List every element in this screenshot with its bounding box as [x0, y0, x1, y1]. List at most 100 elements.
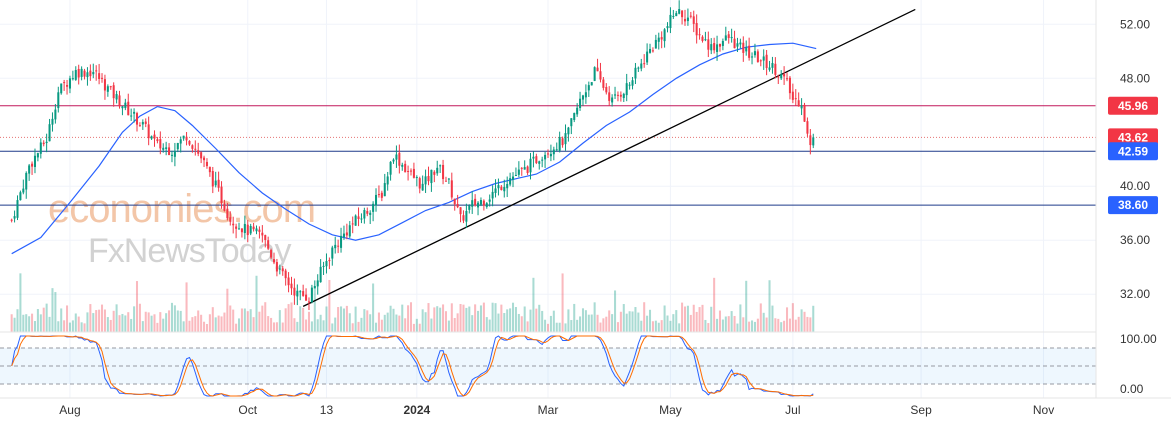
volume-bar: [698, 307, 701, 332]
volume-bar: [523, 306, 526, 332]
candle-body: [33, 155, 36, 168]
candle-body: [39, 142, 42, 154]
y-tick-label: 32.00: [1120, 287, 1150, 301]
volume-bar: [587, 314, 590, 332]
candle-body: [28, 165, 31, 174]
volume-bar: [634, 307, 637, 332]
volume-bar: [203, 321, 206, 332]
volume-bar: [45, 303, 48, 332]
volume-bar: [354, 306, 357, 332]
candle-body: [596, 67, 599, 72]
time-axis[interactable]: [0, 398, 1171, 430]
volume-bar: [325, 306, 328, 332]
volume-bar: [631, 311, 634, 332]
candle-body: [581, 95, 584, 100]
volume-bar: [812, 305, 815, 332]
volume-bar: [468, 306, 471, 332]
candle-body: [791, 91, 794, 100]
candle-body: [622, 93, 625, 99]
candle-body: [718, 43, 721, 47]
candle-body: [322, 265, 325, 267]
price-badge-label: 42.59: [1118, 144, 1148, 158]
candle-body: [698, 34, 701, 36]
volume-bar: [777, 318, 780, 332]
volume-bar: [188, 320, 191, 332]
candle-body: [579, 98, 582, 109]
candle-body: [654, 39, 657, 49]
candle-body: [412, 168, 415, 178]
candle-body: [194, 148, 197, 150]
volume-bar: [471, 315, 474, 332]
x-tick-label: 2024: [403, 403, 430, 417]
candle-body: [258, 229, 261, 232]
candle-body: [765, 54, 768, 68]
volume-bar: [602, 318, 605, 332]
volume-bar: [704, 319, 707, 332]
candle-body: [424, 176, 427, 185]
candle-body: [683, 18, 687, 22]
volume-bar: [68, 322, 71, 332]
candle-body: [701, 36, 704, 41]
volume-bar: [208, 314, 211, 332]
volume-bar: [363, 309, 366, 332]
volume-bar: [590, 314, 593, 332]
candle-body: [220, 186, 223, 204]
volume-bar: [205, 323, 208, 332]
volume-bar: [168, 310, 171, 332]
candle-body: [430, 169, 433, 184]
candle-body: [345, 232, 348, 236]
volume-bar: [555, 322, 558, 332]
volume-bar: [581, 308, 584, 332]
volume-bar: [270, 317, 273, 332]
volume-bar: [322, 320, 325, 332]
volume-bar: [217, 315, 220, 332]
candle-body: [103, 79, 106, 91]
volume-bar: [710, 306, 713, 332]
volume-bar: [756, 318, 759, 332]
volume-bar: [695, 311, 698, 332]
volume-bar: [622, 304, 625, 332]
candle-body: [602, 79, 605, 88]
volume-bar: [713, 277, 716, 332]
volume-bar: [255, 275, 258, 332]
volume-bar: [788, 318, 791, 332]
candle-body: [517, 169, 520, 175]
volume-bar: [22, 314, 25, 332]
volume-bar: [649, 309, 652, 332]
x-tick-label: 13: [320, 403, 334, 417]
candle-body: [109, 86, 112, 88]
candle-body: [716, 44, 719, 52]
candle-body: [686, 17, 689, 22]
candle-body: [92, 72, 95, 75]
volume-bar: [506, 309, 509, 332]
candle-body: [497, 185, 500, 189]
volume-bar: [372, 283, 375, 332]
volume-bar: [430, 318, 433, 332]
candle-body: [666, 26, 669, 29]
candle-body: [153, 134, 156, 139]
candle-body: [240, 228, 243, 233]
volume-bar: [345, 305, 348, 332]
candle-body: [77, 68, 80, 78]
candle-body: [692, 16, 695, 24]
candle-body: [549, 153, 552, 157]
candle-body: [634, 67, 637, 79]
watermark-line1: economies.com: [48, 187, 315, 231]
candle-body: [447, 178, 450, 180]
volume-bar: [745, 280, 748, 332]
candle-body: [471, 200, 474, 207]
volume-bar: [156, 322, 159, 332]
volume-bar: [89, 304, 92, 332]
candle-body: [721, 40, 724, 46]
volume-bar: [42, 307, 45, 332]
candle-body: [243, 223, 246, 234]
volume-bar: [31, 313, 34, 332]
candle-body: [290, 283, 293, 289]
volume-bar: [433, 307, 436, 332]
volume-bar: [383, 314, 386, 332]
volume-bar: [66, 305, 69, 332]
volume-bar: [657, 322, 660, 332]
volume-bar: [197, 310, 200, 332]
